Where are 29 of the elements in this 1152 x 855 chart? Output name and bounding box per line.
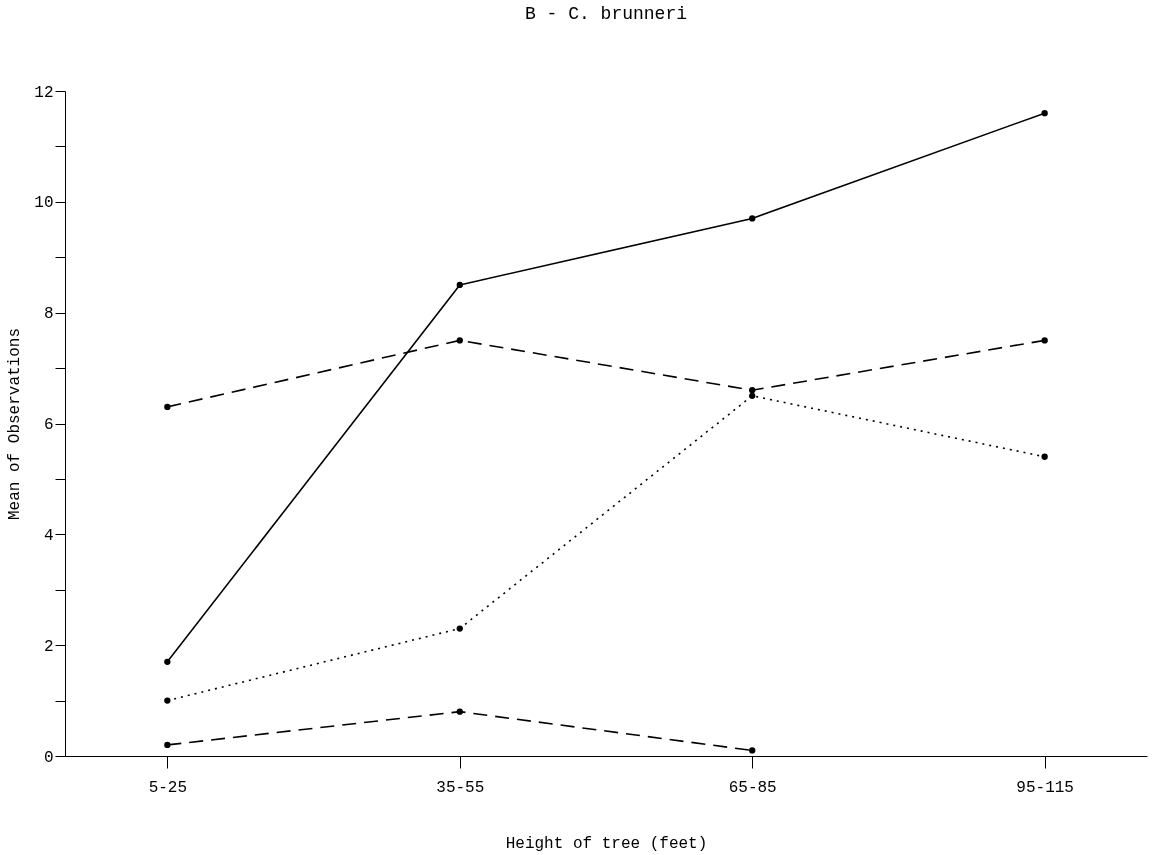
point (456, 625, 463, 632)
point (164, 741, 171, 749)
x-tick-label: 95-115 (1016, 778, 1074, 797)
y-tick-label: 12 (34, 83, 54, 102)
y-tick-label: 8 (43, 305, 54, 324)
y-tick-label: 4 (43, 526, 54, 545)
y-axis-title: Mean of Observations (6, 327, 25, 521)
point (749, 215, 756, 222)
y-tick-label: 0 (43, 748, 54, 767)
y-tick-label: 10 (34, 194, 54, 213)
point (456, 281, 463, 289)
point (749, 747, 756, 754)
x-tick-label: 65-85 (728, 778, 777, 797)
point (749, 392, 756, 399)
point (1041, 453, 1048, 460)
point (1041, 337, 1048, 344)
chart-title: B - C. brunneri (524, 4, 688, 24)
y-tick-label: 6 (43, 416, 54, 434)
point (749, 387, 756, 394)
point (164, 403, 171, 411)
point (164, 658, 171, 665)
point (456, 337, 463, 344)
x-tick-label: 5-25 (148, 778, 188, 797)
x-axis-title: Height of tree (feet) (505, 834, 708, 853)
point (164, 697, 171, 704)
x-tick-label: 35-55 (436, 778, 485, 797)
y-tick-label: 2 (43, 637, 54, 656)
point (456, 708, 463, 715)
point (1041, 110, 1048, 117)
